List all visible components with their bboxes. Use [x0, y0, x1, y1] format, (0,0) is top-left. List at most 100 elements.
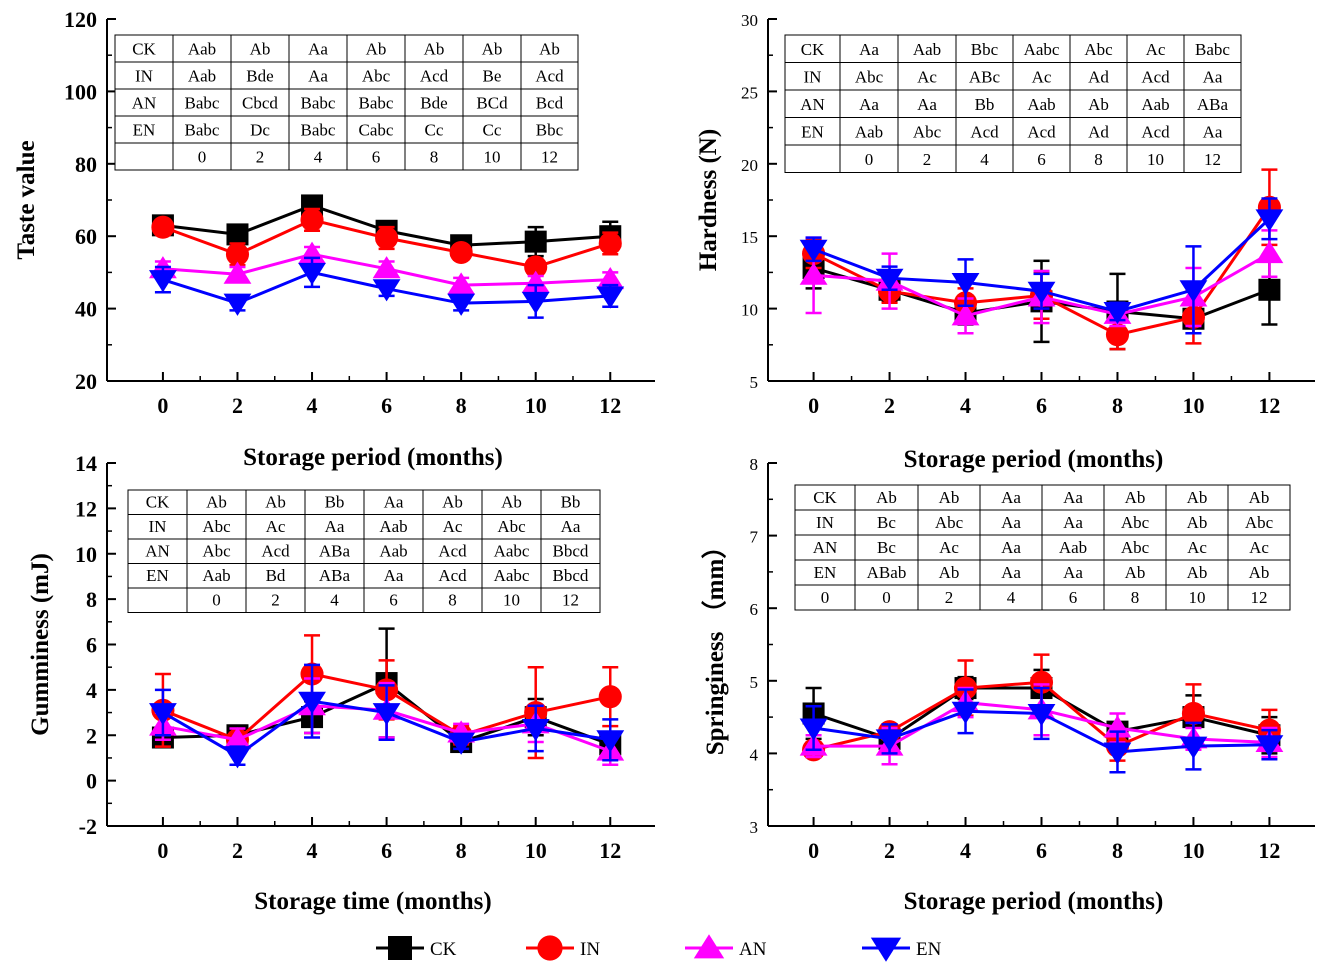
table-cell: Aab — [1027, 95, 1055, 114]
table-cell: ABa — [319, 542, 351, 561]
table-cell: Be — [483, 66, 502, 85]
x-axis-title: Storage time (months) — [254, 888, 491, 915]
table-cell: Bcd — [536, 93, 564, 112]
table-cell: Aa — [917, 95, 937, 114]
x-tick-label: 4 — [960, 838, 971, 863]
table-cell: 12 — [1251, 588, 1268, 607]
legend-item-ck: CK — [376, 936, 457, 960]
table-cell: Bb — [325, 493, 345, 512]
data-point — [151, 215, 175, 239]
y-tick-label: 8 — [750, 455, 759, 474]
table-cell: Abc — [1121, 538, 1150, 557]
table-cell: AN — [132, 93, 157, 112]
table-cell: Aa — [1001, 563, 1021, 582]
data-point — [1103, 742, 1132, 765]
table-cell: Ac — [1249, 538, 1269, 557]
table-cell: Ac — [1032, 67, 1052, 86]
x-tick-label: 8 — [1112, 393, 1123, 418]
table-cell: Aabc — [494, 566, 530, 585]
table-cell: 2 — [923, 150, 932, 169]
data-point — [149, 270, 177, 293]
table-cell: Acd — [438, 542, 467, 561]
table-cell: IN — [135, 66, 153, 85]
x-tick-label: 10 — [525, 838, 547, 863]
table-cell: ABa — [1197, 95, 1229, 114]
y-tick-label: -2 — [79, 814, 97, 839]
data-point — [521, 270, 550, 293]
y-tick-label: 4 — [750, 745, 759, 764]
table-cell: Aab — [1059, 538, 1087, 557]
y-axis-title: Taste value — [13, 140, 40, 259]
x-tick-label: 8 — [456, 393, 467, 418]
table-cell: Acd — [970, 122, 999, 141]
series-en — [799, 197, 1284, 335]
data-point — [1027, 703, 1056, 727]
x-tick-label: 8 — [1112, 838, 1123, 863]
table-cell: BCd — [476, 93, 508, 112]
table-cell: Bbcd — [553, 566, 589, 585]
legend-label: CK — [430, 939, 457, 960]
data-point — [596, 730, 625, 753]
table-cell: CK — [132, 39, 156, 58]
table-cell: Ab — [265, 493, 286, 512]
table-cell: Abc — [1245, 513, 1274, 532]
y-tick-label: 8 — [86, 587, 97, 612]
table-cell: Ad — [1088, 67, 1109, 86]
table-cell: 12 — [541, 147, 558, 166]
x-tick-label: 10 — [1182, 393, 1204, 418]
data-point — [951, 303, 980, 326]
y-tick-label: 6 — [750, 600, 759, 619]
x-tick-label: 2 — [232, 838, 243, 863]
table-cell: ABc — [969, 67, 1001, 86]
table-cell: AN — [800, 95, 825, 114]
x-tick-label: 6 — [381, 393, 392, 418]
table-cell: IN — [149, 517, 167, 536]
table-cell: Acd — [1027, 122, 1056, 141]
table-cell: AN — [813, 538, 838, 557]
x-tick-label: 2 — [884, 838, 895, 863]
legend-item-in: IN — [526, 935, 600, 961]
data-point — [799, 262, 828, 285]
x-tick-label: 2 — [884, 393, 895, 418]
x-tick-label: 6 — [1036, 393, 1047, 418]
table-cell: Ab — [1187, 513, 1208, 532]
significance-table: CK Ab Ab Aa Aa Ab Ab Ab IN Bc Abc Aa Aa Abc Ab Abc AN Bc A… — [794, 484, 1291, 611]
x-axis-title: Storage period (months) — [904, 446, 1164, 473]
data-point — [225, 242, 250, 266]
table-cell: 0 — [198, 147, 207, 166]
table-cell: 0 — [212, 591, 221, 610]
table-cell: Babc — [301, 120, 336, 139]
y-tick-label: 5 — [750, 673, 759, 692]
table-cell: Aab — [913, 40, 941, 59]
table-cell: 4 — [330, 591, 339, 610]
table-cell: Ab — [939, 563, 960, 582]
y-tick-label: 2 — [86, 723, 97, 748]
table-cell: Bb — [975, 95, 995, 114]
table-cell: Aa — [1203, 122, 1223, 141]
table-cell: Abc — [855, 67, 884, 86]
table-cell: Ab — [206, 493, 227, 512]
table-cell: Dc — [250, 120, 270, 139]
table-cell: 0 — [865, 150, 874, 169]
table-cell: Babc — [185, 93, 220, 112]
table-cell: 12 — [1204, 150, 1221, 169]
data-point — [223, 293, 252, 316]
data-point — [875, 268, 904, 291]
table-cell: Aa — [308, 39, 328, 58]
table-cell: Ab — [424, 39, 445, 58]
table-cell: 6 — [1037, 150, 1046, 169]
table-cell: Cc — [483, 120, 502, 139]
legend: CK IN AN EN — [376, 934, 942, 962]
table-cell: Aab — [379, 542, 407, 561]
table-cell: 6 — [372, 147, 381, 166]
y-axis-title: Hardness (N) — [695, 129, 722, 271]
table-cell: Cbcd — [242, 93, 278, 112]
x-tick-label: 0 — [157, 838, 168, 863]
y-tick-label: 120 — [64, 7, 97, 32]
table-cell: Aab — [188, 39, 216, 58]
y-tick-label: 10 — [75, 542, 97, 567]
data-point — [598, 685, 622, 709]
table-cell: Aab — [1141, 95, 1169, 114]
